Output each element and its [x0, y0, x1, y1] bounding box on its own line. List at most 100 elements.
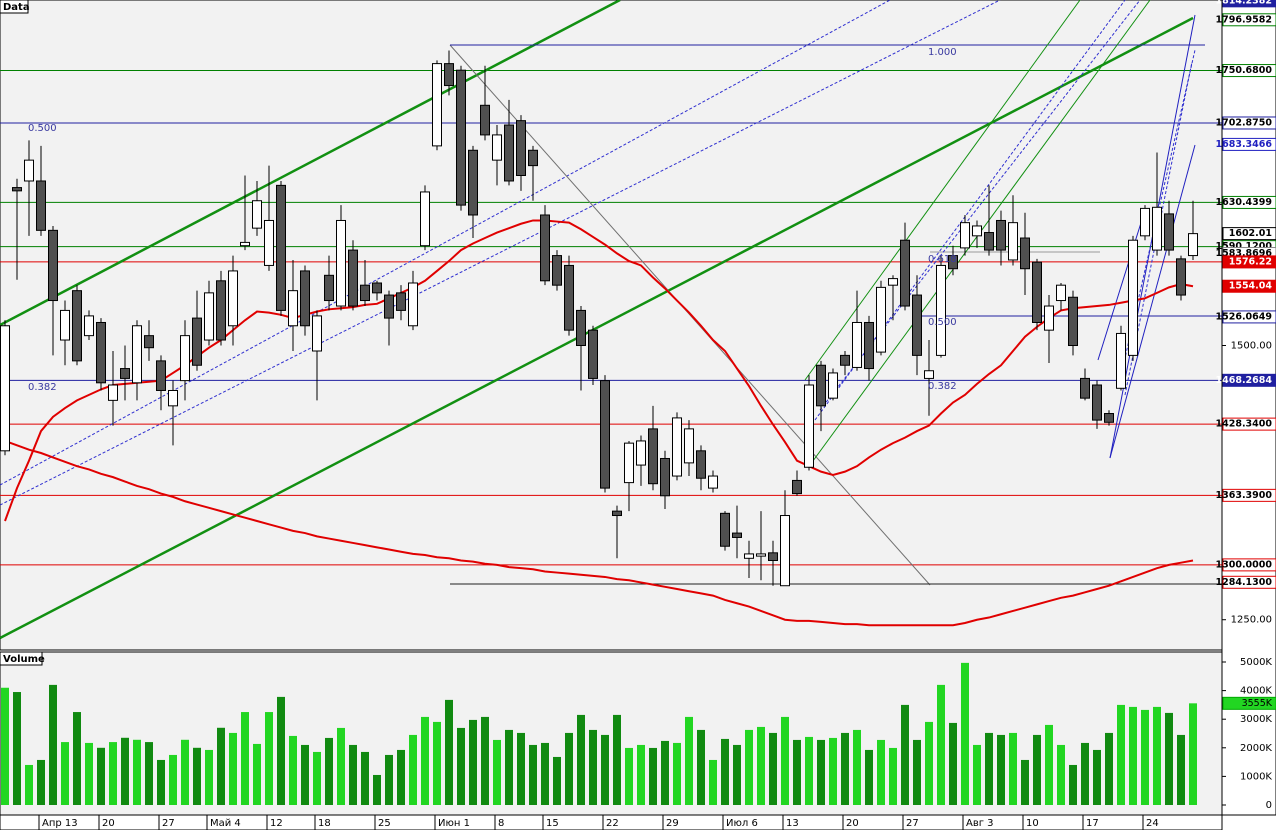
level-label: 1468.2684	[1216, 375, 1273, 386]
candle-body	[36, 180, 46, 231]
y-tick-label: 3000K	[1240, 714, 1272, 725]
panel-label: Data	[3, 2, 30, 13]
drawings	[0, 0, 1222, 640]
volume-bar	[529, 744, 537, 805]
candle-body	[504, 124, 514, 182]
candle-body	[588, 329, 598, 379]
candle-body	[96, 321, 106, 384]
candle-body	[372, 282, 382, 294]
y-tick-label: 2000K	[1240, 743, 1272, 754]
moving-average	[4, 439, 1194, 627]
volume-bar	[541, 742, 549, 805]
volume-bar	[277, 696, 285, 805]
candle-body	[60, 309, 70, 341]
candle-body	[468, 149, 478, 216]
candle-body	[600, 380, 610, 489]
volume-bar	[757, 726, 765, 805]
y-tick-label: 1000K	[1240, 771, 1272, 782]
volume-bar	[313, 751, 321, 805]
volume-bar	[673, 742, 681, 805]
candle-body	[132, 325, 142, 384]
volume-panel	[0, 651, 1223, 816]
volume-bar	[49, 684, 57, 805]
level-label: 1526.0649	[1216, 311, 1273, 322]
volume-last-label: 3555K	[1242, 698, 1273, 709]
candle-body	[168, 389, 178, 407]
candle-body	[1092, 384, 1102, 421]
volume-bar	[985, 732, 993, 805]
volume-bar	[733, 744, 741, 805]
candle-body	[696, 450, 706, 479]
candle-body	[672, 417, 682, 477]
candle-body	[1056, 284, 1066, 302]
level-box	[1222, 373, 1276, 387]
volume-bar	[265, 712, 273, 805]
volume-bar	[397, 749, 405, 805]
volume-bar	[829, 737, 837, 805]
volume-bar	[109, 742, 117, 805]
candle-body	[120, 368, 130, 379]
candle-body	[912, 294, 922, 356]
x-tick-label: 20	[102, 818, 115, 829]
volume-bar	[97, 747, 105, 805]
candle-body	[1140, 207, 1150, 237]
volume-bar	[661, 740, 669, 805]
candle-body	[948, 255, 958, 270]
candle-body	[288, 290, 298, 327]
volume-bar	[253, 743, 261, 805]
candle-body	[1152, 206, 1162, 251]
fib-label: 0.500	[28, 123, 57, 134]
volume-bar	[853, 729, 861, 805]
candle-body	[1164, 213, 1174, 251]
level-label: 1602.01	[1229, 228, 1272, 239]
volume-bar	[721, 738, 729, 805]
candle-body	[360, 284, 370, 302]
volume-bar	[1021, 759, 1029, 805]
candle-body	[228, 270, 238, 327]
level-box	[1222, 64, 1276, 78]
level-box	[1222, 255, 1276, 269]
candle-body	[1008, 222, 1018, 261]
candle-body	[816, 364, 826, 407]
candle-body	[1188, 233, 1198, 257]
volume-bar	[373, 774, 381, 805]
candle-body	[0, 325, 10, 452]
candle-body	[1116, 332, 1126, 389]
level-box	[1222, 116, 1276, 130]
candle-body	[492, 134, 502, 161]
level-label: 1683.3466	[1216, 139, 1273, 150]
volume-last-box	[1222, 696, 1276, 710]
volume-bar	[517, 732, 525, 805]
candle-body	[180, 335, 190, 382]
volume-bar	[961, 662, 969, 805]
volume-bar	[193, 747, 201, 805]
level-box	[1222, 13, 1276, 27]
volume-bar	[685, 716, 693, 805]
fib-label: 0.500	[928, 317, 957, 328]
candle-body	[624, 442, 634, 484]
volume-bar	[889, 747, 897, 805]
volume-bar	[937, 684, 945, 805]
x-tick-label: 27	[906, 818, 919, 829]
candle-body	[936, 264, 946, 356]
volume-bar	[697, 729, 705, 805]
volume-bar	[421, 716, 429, 805]
level-label: 1583.8696	[1216, 248, 1273, 259]
volume-bar	[865, 749, 873, 805]
x-tick-label: Апр 13	[42, 818, 78, 829]
volume-bar	[1093, 749, 1101, 805]
candle-body	[240, 241, 250, 247]
candle-body	[984, 232, 994, 251]
volume-bar	[745, 729, 753, 805]
volume-bar	[877, 739, 885, 805]
moving-average	[4, 219, 1194, 522]
price-axis	[1221, 0, 1276, 816]
volume-bar	[13, 692, 21, 805]
level-box	[1222, 488, 1276, 502]
candle-body	[720, 512, 730, 547]
candle-body	[396, 292, 406, 311]
candle-body	[312, 315, 322, 352]
level-box	[1222, 575, 1276, 589]
volume-bar	[589, 729, 597, 805]
x-tick-label: Авг 3	[966, 818, 994, 829]
